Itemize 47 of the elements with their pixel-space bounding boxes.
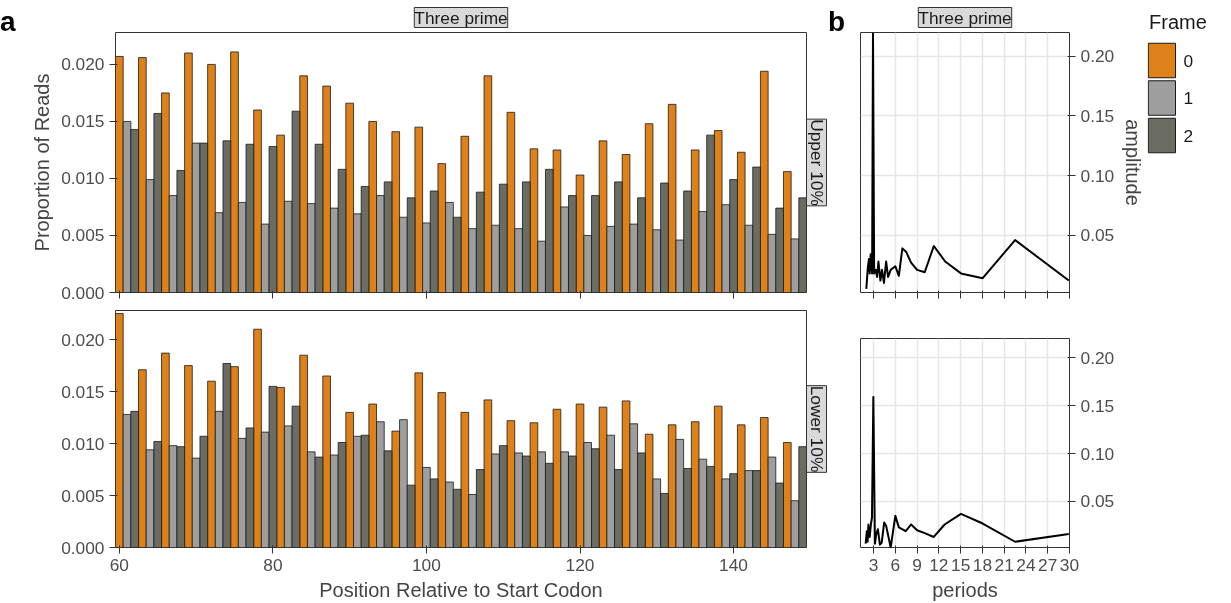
line-series [865,32,1070,290]
text: b [828,5,846,39]
legend-title: Frame [1149,10,1207,33]
y-tick-label: 0.000 [61,537,105,558]
y2-tick-label: 0.20 [1080,347,1115,368]
y-tick-label: 0.005 [61,225,105,246]
x-tick-label: 21 [994,554,1014,575]
x-tick-label: 15 [951,554,971,575]
x-tick-label: 140 [719,554,749,575]
x-tick-label: 27 [1038,554,1058,575]
y-tick-label: 0.015 [61,111,105,132]
y-tick-label: 0.020 [61,54,105,75]
x-axis-title: periods [932,578,998,601]
y-tick-label: 0.010 [61,168,105,189]
x-tick-label: 100 [411,554,441,575]
y-tick-label: 0.015 [61,381,105,402]
legend-label: 2 [1183,125,1194,146]
x-tick-label: 80 [263,554,283,575]
x-tick-label: 60 [109,554,129,575]
line-series [864,395,1070,548]
legend-label: 1 [1183,88,1194,108]
y2-tick-label: 0.10 [1080,443,1115,464]
y2-tick-label: 0.15 [1080,105,1115,126]
y-tick-label: 0.005 [61,485,105,506]
y-tick-label: 0.010 [61,433,105,454]
x-tick-label: 6 [890,554,901,575]
x-tick-label: 9 [912,554,922,575]
x-tick-label: 12 [929,554,949,575]
y2-tick-label: 0.05 [1080,225,1115,246]
x-tick-label: 24 [1016,554,1036,575]
y-axis-title: Proportion of Reads [31,73,54,252]
text: a [0,5,16,39]
x-axis-title: Position Relative to Start Codon [319,578,603,601]
y2-tick-label: 0.15 [1080,395,1115,416]
y2-tick-label: 0.10 [1080,165,1115,186]
text: Lower 10% [806,385,827,473]
x-tick-label: 120 [565,554,595,575]
y2-tick-label: 0.20 [1080,46,1115,67]
x-tick-label: 30 [1059,554,1080,575]
y2-tick-label: 0.05 [1080,491,1115,512]
y2-axis-title: amplitude [1122,119,1145,206]
x-tick-label: 3 [868,554,879,575]
y-tick-label: 0.000 [61,282,105,303]
text: Upper 10% [806,119,827,206]
legend-label: 0 [1183,50,1194,71]
y-tick-label: 0.020 [61,329,105,350]
x-tick-label: 18 [972,554,993,575]
